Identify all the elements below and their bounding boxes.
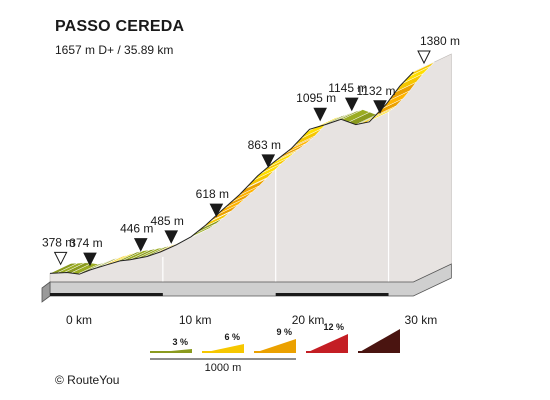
- profile-base-end: [41, 281, 51, 303]
- km-tick-label: 0 km: [66, 313, 92, 327]
- waypoint-marker-icon: [164, 230, 179, 244]
- waypoint-marker-icon: [53, 251, 68, 266]
- waypoint-elevation-label: 618 m: [196, 187, 229, 201]
- km-tick-label: 20 km: [292, 313, 325, 327]
- waypoint-elevation-label: 485 m: [151, 214, 184, 228]
- legend-grade-label: 12 %: [323, 322, 344, 332]
- legend-grade-swatch: [254, 339, 296, 353]
- waypoint-elevation-label: 378 m: [42, 235, 75, 249]
- legend-grade-bar: [202, 351, 244, 353]
- waypoint-elevation-label: 1380 m: [420, 34, 460, 48]
- legend-grade-bar: [306, 351, 348, 353]
- waypoint-elevation-label: 374 m: [69, 236, 102, 250]
- chart-subtitle: 1657 m D+ / 35.89 km: [55, 43, 174, 57]
- waypoint-elevation-label: 1145 m: [328, 81, 367, 95]
- km-tick-label: 30 km: [405, 313, 438, 327]
- waypoint-marker-icon: [344, 97, 359, 112]
- legend-grade-label: 3 %: [172, 337, 188, 347]
- km-scale-bar: [50, 293, 163, 296]
- legend-grade-bar: [254, 351, 296, 353]
- legend-grade-bar: [358, 351, 400, 353]
- legend-grade-swatch: [306, 334, 348, 353]
- waypoint-marker-icon: [373, 100, 387, 114]
- waypoint-marker-icon: [209, 203, 224, 218]
- waypoint-marker-icon: [83, 252, 97, 267]
- legend-grade-label: 9 %: [276, 327, 292, 337]
- waypoint-marker-icon: [133, 238, 148, 252]
- waypoint-marker-icon: [261, 154, 276, 168]
- legend-grade-swatch: [202, 344, 244, 353]
- waypoint-elevation-label: 446 m: [120, 222, 153, 236]
- km-scale-bar: [275, 293, 389, 296]
- waypoint-marker-icon: [417, 50, 431, 65]
- waypoint-elevation-label: 1132 m: [356, 84, 395, 98]
- profile-front-edge: [49, 71, 414, 275]
- legend-grade-swatch: [358, 329, 400, 353]
- km-tick-label: 10 km: [179, 313, 212, 327]
- waypoint-elevation-label: 1095 m: [296, 91, 336, 105]
- legend-grade-label: 6 %: [224, 332, 240, 342]
- legend-grade-bar: [150, 351, 192, 353]
- waypoint-elevation-label: 863 m: [248, 138, 281, 152]
- waypoint-marker-icon: [313, 107, 327, 122]
- routeyou-credit: © RouteYou: [55, 373, 120, 387]
- chart-title: PASSO CEREDA: [55, 18, 185, 35]
- legend-scale-label: 1000 m: [205, 362, 242, 374]
